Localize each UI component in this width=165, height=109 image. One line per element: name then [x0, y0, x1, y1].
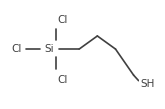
Text: Si: Si: [45, 44, 54, 54]
Text: Cl: Cl: [11, 44, 22, 54]
Text: SH: SH: [140, 79, 155, 89]
Text: Cl: Cl: [58, 75, 68, 85]
Text: Cl: Cl: [58, 15, 68, 25]
